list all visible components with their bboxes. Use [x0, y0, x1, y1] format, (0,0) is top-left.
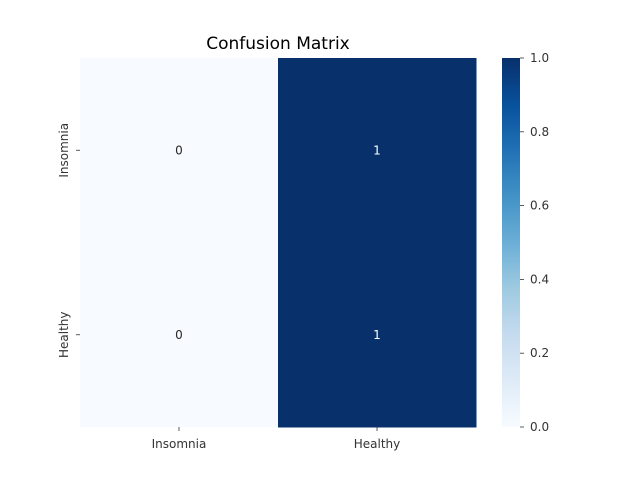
- y-tick-label: Insomnia: [57, 123, 71, 178]
- colorbar-tick-label: 0.2: [530, 346, 549, 360]
- cell-annotation: 1: [373, 143, 381, 157]
- colorbar-tick-label: 0.6: [530, 199, 549, 213]
- colorbar-tick-label: 1.0: [530, 51, 549, 65]
- cell-annotations: 0 1 0 1: [175, 143, 381, 342]
- x-tick-label: Insomnia: [152, 437, 207, 451]
- heatmap-cell: [278, 58, 477, 243]
- colorbar-tick-label: 0.8: [530, 125, 549, 139]
- colorbar-ticks: 0.0 0.2 0.4 0.6 0.8 1.0: [520, 51, 549, 434]
- colorbar: 0.0 0.2 0.4 0.6 0.8 1.0: [502, 51, 549, 434]
- x-axis-ticks: Insomnia Healthy: [152, 427, 401, 451]
- heatmap-cell: [278, 242, 477, 428]
- y-axis-ticks: Insomnia Healthy: [57, 123, 80, 358]
- heatmap-cell: [80, 58, 279, 243]
- heatmap-cell: [80, 242, 279, 428]
- cell-annotation: 1: [373, 328, 381, 342]
- cell-annotation: 0: [175, 143, 183, 157]
- x-tick-label: Healthy: [354, 437, 401, 451]
- colorbar-tick-label: 0.4: [530, 272, 549, 286]
- y-tick-label: Healthy: [57, 311, 71, 358]
- chart-title: Confusion Matrix: [206, 34, 350, 54]
- colorbar-tick-label: 0.0: [530, 420, 549, 434]
- heatmap-cells: [80, 58, 477, 428]
- cell-annotation: 0: [175, 328, 183, 342]
- colorbar-gradient: [502, 58, 520, 427]
